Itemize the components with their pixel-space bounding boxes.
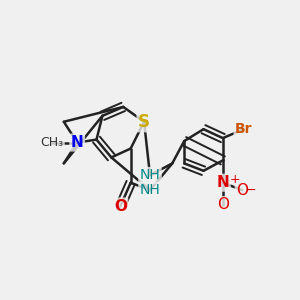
Text: O: O bbox=[217, 197, 229, 212]
Text: N: N bbox=[71, 135, 84, 150]
Text: +: + bbox=[230, 173, 240, 186]
Text: CH₃: CH₃ bbox=[40, 136, 64, 149]
Text: NH: NH bbox=[140, 183, 160, 197]
Text: NH: NH bbox=[140, 168, 160, 182]
Text: N: N bbox=[216, 175, 229, 190]
Text: O: O bbox=[236, 183, 248, 198]
Text: S: S bbox=[138, 113, 150, 131]
Text: O: O bbox=[114, 199, 127, 214]
Text: Br: Br bbox=[235, 122, 252, 136]
Text: −: − bbox=[246, 184, 256, 196]
